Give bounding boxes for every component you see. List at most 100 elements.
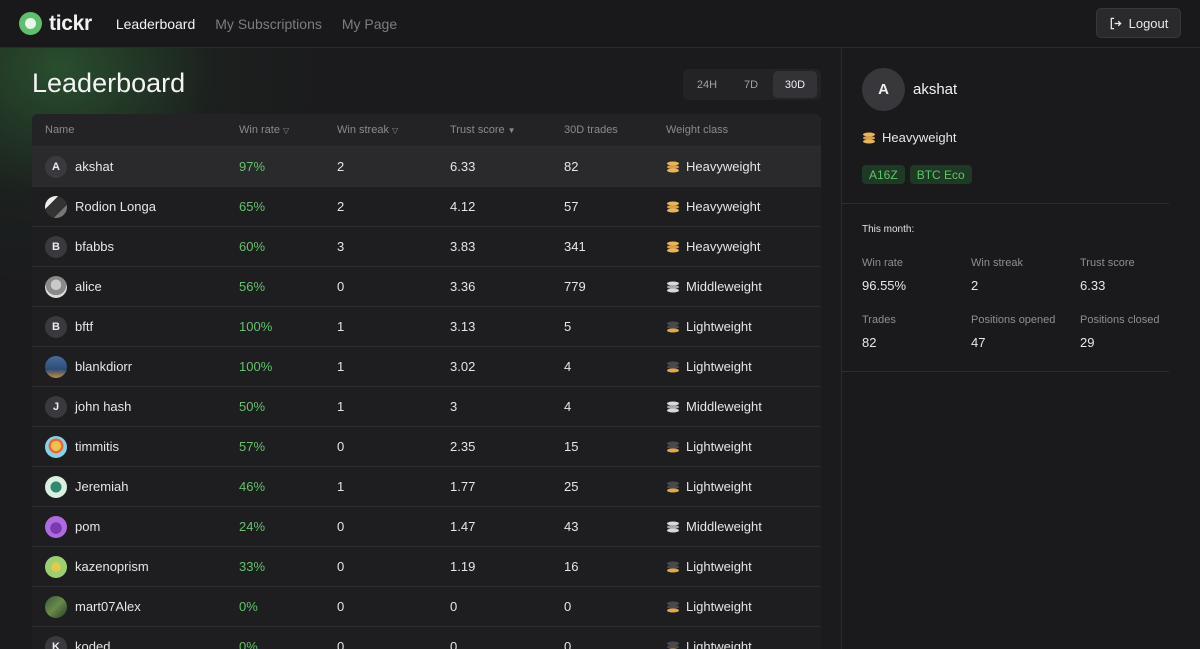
- avatar[interactable]: [45, 595, 67, 618]
- cell-win-streak: 1: [337, 479, 345, 494]
- trader-name[interactable]: mart07Alex: [75, 599, 141, 614]
- cell-weight-class: Lightweight: [666, 439, 821, 454]
- column-header-30d-trades[interactable]: 30D trades: [564, 124, 666, 136]
- range-7d-button[interactable]: 7D: [743, 78, 759, 91]
- table-row[interactable]: Jeremiah 46% 1 1.77 25 Lightweight: [32, 466, 821, 506]
- range-24h-button[interactable]: 24H: [696, 78, 718, 91]
- trader-name[interactable]: blankdiorr: [75, 359, 133, 374]
- avatar[interactable]: [45, 515, 67, 538]
- table-row[interactable]: kazenoprism 33% 0 1.19 16 Lightweight: [32, 546, 821, 586]
- trader-name[interactable]: kazenoprism: [75, 559, 149, 574]
- weight-class-label: Middleweight: [686, 279, 762, 294]
- cell-30d-trades: 43: [564, 519, 579, 534]
- column-header-weight-class[interactable]: Weight class: [666, 124, 821, 136]
- logo-mark-icon: [19, 12, 42, 35]
- table-row[interactable]: blankdiorr 100% 1 3.02 4 Lightweight: [32, 346, 821, 386]
- trader-name[interactable]: Jeremiah: [75, 479, 129, 494]
- table-row[interactable]: mart07Alex 0% 0 0 0 Lightweight: [32, 586, 821, 626]
- top-navigation-bar: tickr Leaderboard My Subscriptions My Pa…: [0, 0, 1200, 48]
- table-row[interactable]: Rodion Longa 65% 2 4.12 57 Heavyweight: [32, 186, 821, 226]
- nav-my-page[interactable]: My Page: [341, 15, 398, 32]
- profile-avatar[interactable]: A: [862, 68, 905, 111]
- trader-name[interactable]: bfabbs: [75, 239, 115, 254]
- avatar[interactable]: K: [45, 635, 67, 649]
- logout-button[interactable]: Logout: [1096, 8, 1181, 38]
- cell-weight-class: Lightweight: [666, 559, 821, 574]
- trader-name[interactable]: bftf: [75, 319, 94, 334]
- weight-class-label: Lightweight: [686, 439, 752, 454]
- cell-30d-trades: 4: [564, 399, 572, 414]
- avatar[interactable]: J: [45, 395, 67, 418]
- cell-30d-trades: 57: [564, 199, 579, 214]
- avatar[interactable]: [45, 275, 67, 298]
- cell-trust-score: 0: [450, 639, 458, 649]
- column-header-win-streak[interactable]: Win streak ▽: [337, 124, 450, 136]
- trader-name[interactable]: Rodion Longa: [75, 199, 156, 214]
- coin-stack-icon: [667, 201, 679, 212]
- cell-win-streak: 0: [337, 439, 345, 454]
- trader-name[interactable]: koded: [75, 639, 111, 649]
- column-header-win-rate[interactable]: Win rate ▽: [239, 124, 337, 136]
- avatar[interactable]: [45, 475, 67, 498]
- cell-name: Jeremiah: [32, 475, 239, 498]
- cell-name: pom: [32, 515, 239, 538]
- avatar[interactable]: B: [45, 235, 67, 258]
- coin-stack-icon: [667, 281, 679, 292]
- weight-class-label: Lightweight: [686, 359, 752, 374]
- cell-win-streak: 3: [337, 239, 345, 254]
- stat-trades: Trades 82: [862, 314, 971, 350]
- table-row[interactable]: alice 56% 0 3.36 779 Middleweight: [32, 266, 821, 306]
- trader-name[interactable]: timmitis: [75, 439, 120, 454]
- cell-win-streak: 0: [337, 279, 345, 294]
- cell-name: timmitis: [32, 435, 239, 458]
- column-label: Name: [45, 124, 75, 136]
- avatar[interactable]: [45, 435, 67, 458]
- column-header-name[interactable]: Name: [32, 124, 239, 136]
- table-row[interactable]: timmitis 57% 0 2.35 15 Lightweight: [32, 426, 821, 466]
- weight-class-label: Middleweight: [686, 519, 762, 534]
- column-label: Weight class: [666, 124, 729, 136]
- stat-win-rate: Win rate 96.55%: [862, 257, 971, 293]
- cell-weight-class: Heavyweight: [666, 159, 821, 174]
- cell-30d-trades: 16: [564, 559, 579, 574]
- range-30d-button[interactable]: 30D: [773, 71, 817, 98]
- stat-positions-closed: Positions closed 29: [1080, 314, 1189, 350]
- cell-trust-score: 3.83: [450, 239, 476, 254]
- avatar[interactable]: B: [45, 315, 67, 338]
- coin-stack-icon: [863, 132, 875, 143]
- coin-stack-icon: [667, 401, 679, 412]
- trader-name[interactable]: alice: [75, 279, 102, 294]
- avatar[interactable]: [45, 195, 67, 218]
- avatar[interactable]: [45, 555, 67, 578]
- trader-name[interactable]: john hash: [75, 399, 132, 414]
- trader-name[interactable]: akshat: [75, 159, 114, 174]
- coin-stack-icon: [667, 161, 679, 172]
- cell-win-rate: 65%: [239, 199, 266, 214]
- tag-a16z[interactable]: A16Z: [862, 165, 905, 184]
- weight-class-label: Lightweight: [686, 559, 752, 574]
- profile-name: akshat: [913, 81, 958, 98]
- month-label: This month:: [862, 224, 915, 235]
- cell-name: blankdiorr: [32, 355, 239, 378]
- coin-stack-icon: [667, 641, 679, 649]
- nav-leaderboard[interactable]: Leaderboard: [115, 15, 196, 32]
- avatar[interactable]: A: [45, 155, 67, 178]
- cell-win-rate: 97%: [239, 159, 266, 174]
- trader-name[interactable]: pom: [75, 519, 101, 534]
- column-header-trust-score[interactable]: Trust score ▼: [450, 124, 564, 136]
- sort-icon: ▼: [507, 126, 516, 135]
- app-logo[interactable]: tickr: [19, 12, 92, 36]
- nav-my-subscriptions[interactable]: My Subscriptions: [215, 15, 322, 32]
- weight-class-label: Heavyweight: [686, 239, 761, 254]
- cell-weight-class: Middleweight: [666, 279, 821, 294]
- logout-label: Logout: [1128, 15, 1169, 31]
- tag-btc-eco[interactable]: BTC Eco: [909, 165, 972, 184]
- avatar[interactable]: [45, 355, 67, 378]
- stat-label: Win rate: [862, 257, 903, 269]
- table-row[interactable]: pom 24% 0 1.47 43 Middleweight: [32, 506, 821, 546]
